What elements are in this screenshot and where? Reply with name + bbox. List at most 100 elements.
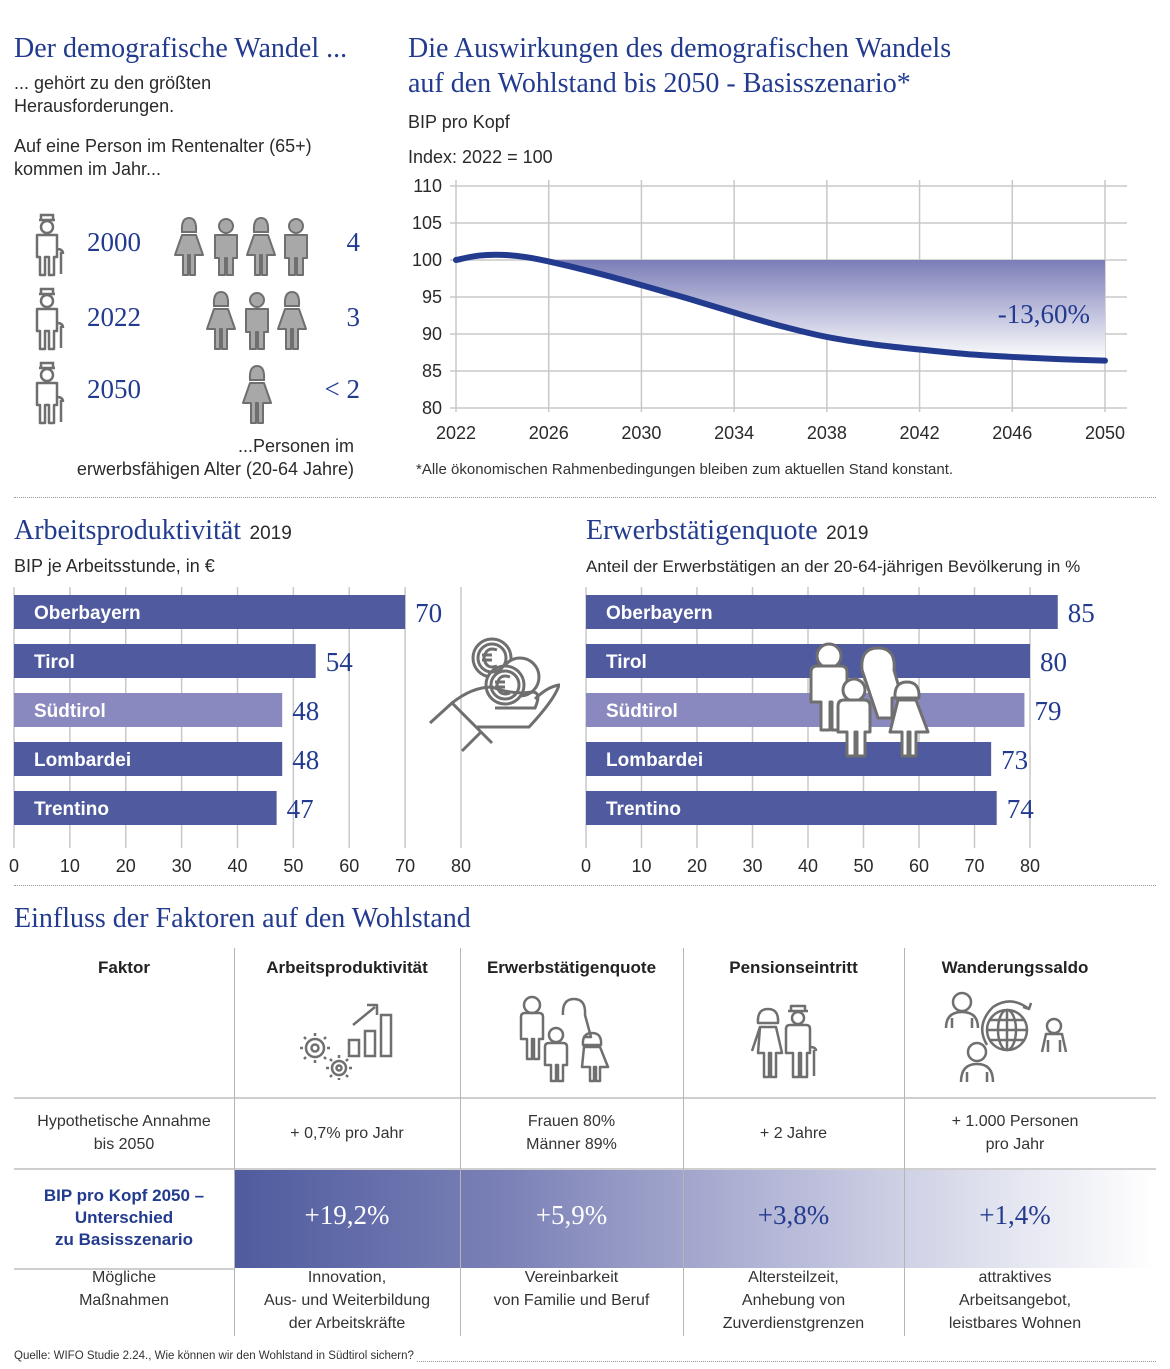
- productivity-subtitle: BIP je Arbeitsstunde, in €: [14, 556, 215, 576]
- assumption-line: Männer 89%: [526, 1136, 617, 1153]
- bar-tirol: [14, 644, 316, 678]
- x-tick-label: 2046: [992, 423, 1032, 443]
- working-age-person-icon: [245, 292, 269, 350]
- demografie-footer-2: erwerbsfähigen Alter (20-64 Jahre): [76, 459, 354, 479]
- year-label: 2022: [87, 302, 141, 332]
- row-divider: [14, 1268, 234, 1270]
- y-tick-label: 95: [422, 287, 442, 307]
- measure-line: Anhebung von: [741, 1292, 846, 1309]
- effect-arbeitsproduktivitaet: +19,2%: [304, 1200, 390, 1230]
- gdp-per-capita-line: [453, 251, 1108, 364]
- measures-row-header: Mögliche Maßnahmen: [14, 1266, 234, 1312]
- bar-südtirol: [14, 693, 283, 727]
- x-tick-label: 50: [283, 856, 303, 875]
- x-tick-label: 0: [9, 856, 19, 875]
- column-divider: [904, 948, 905, 1336]
- x-tick-label: 80: [451, 856, 471, 875]
- bar-label: Tirol: [34, 652, 75, 673]
- x-tick-label: 2042: [900, 423, 940, 443]
- bar-tirol: [586, 644, 1030, 678]
- x-tick-label: 40: [798, 856, 818, 875]
- working-age-person-icon: [246, 217, 276, 276]
- measure-line: Arbeitsangebot,: [958, 1292, 1072, 1309]
- x-tick-label: 2034: [714, 423, 754, 443]
- bar-label: Oberbayern: [34, 603, 141, 624]
- bar-label: Lombardei: [606, 750, 703, 771]
- measures-header-line: Maßnahmen: [79, 1292, 169, 1309]
- employment-title: Erwerbstätigenquote: [586, 515, 818, 546]
- y-tick-label: 90: [422, 324, 442, 344]
- year-label: 2050: [87, 374, 141, 404]
- measure-line: Aus- und Weiterbildung: [263, 1292, 431, 1309]
- header-arbeitsproduktivitaet: Arbeitsproduktivität: [266, 958, 428, 977]
- x-tick-label: 2038: [807, 423, 847, 443]
- x-tick-label: 2030: [621, 423, 661, 443]
- measure-line: attraktives: [978, 1269, 1052, 1286]
- bar-value: 48: [292, 696, 319, 726]
- working-age-person-icon: [277, 291, 307, 350]
- bar-südtirol: [586, 693, 1025, 727]
- measure-line: von Familie und Beruf: [493, 1292, 650, 1309]
- productivity-heading: Arbeitsproduktivität 2019: [14, 515, 292, 547]
- x-tick-label: 40: [227, 856, 247, 875]
- x-tick-label: 50: [853, 856, 873, 875]
- effect-row-header: BIP pro Kopf 2050 – Unterschied zu Basis…: [14, 1185, 234, 1251]
- bar-oberbayern: [14, 595, 406, 629]
- employment-bar-chart: 0 10 20 30 40 50 60 70 80 Oberbayern 85 Tirol 80 Südt…: [581, 587, 1095, 875]
- bar-label: Südtirol: [606, 701, 678, 722]
- x-tick-label: 60: [339, 856, 359, 875]
- assumption-line: + 1.000 Personen: [951, 1113, 1079, 1130]
- measures-wanderungssaldo: attraktives Arbeitsangebot, leistbares W…: [904, 1266, 1126, 1335]
- line-chart-title-2: auf den Wohlstand bis 2050 - Basisszenar…: [408, 68, 911, 99]
- factors-title: Einfluss der Faktoren auf den Wohlstand: [14, 903, 471, 934]
- demografie-intro-2: kommen im Jahr...: [14, 159, 162, 179]
- column-divider: [234, 948, 235, 1336]
- line-chart: 80 85 90 95 100 105 110 2022 2026 2030 2034 2038 204…: [412, 176, 1127, 443]
- x-tick-label: 10: [631, 856, 651, 875]
- effect-erwerbstaetigenquote: +5,9%: [535, 1200, 608, 1230]
- x-tick-label: 2026: [529, 423, 569, 443]
- assumption-row-header: Hypothetische Annahme bis 2050: [14, 1110, 234, 1156]
- x-tick-label: 20: [687, 856, 707, 875]
- productivity-bar-chart: 0 10 20 30 40 50 60 70 80 Oberbayern 70 Tirol 54 Südt…: [9, 587, 471, 875]
- row-divider: [14, 1097, 1156, 1099]
- x-tick-label: 20: [116, 856, 136, 875]
- x-tick-label: 60: [909, 856, 929, 875]
- measure-line: leistbares Wohnen: [948, 1315, 1082, 1332]
- bar-value: 70: [415, 598, 442, 628]
- measures-erwerbstaetigenquote: Vereinbarkeit von Familie und Beruf: [460, 1266, 683, 1312]
- working-age-person-icon: [214, 218, 238, 276]
- employment-heading: Erwerbstätigenquote 2019: [586, 515, 868, 547]
- bar-value: 79: [1034, 696, 1061, 726]
- line-chart-ylabel: Index: 2022 = 100: [408, 147, 553, 167]
- bar-oberbayern: [586, 595, 1058, 629]
- row-2050: 2050 < 2: [35, 361, 360, 425]
- ratio-value: 4: [347, 227, 361, 257]
- migration-globe-icon: [944, 991, 1068, 1083]
- x-tick-label: 0: [581, 856, 591, 875]
- column-divider: [683, 948, 684, 1336]
- row-2022: 2022 3: [35, 287, 360, 351]
- working-age-person-icon: [284, 218, 308, 276]
- y-tick-label: 100: [412, 250, 442, 270]
- family-icon: [519, 995, 610, 1083]
- working-age-person-icon: [242, 365, 272, 424]
- effect-header-line: Unterschied: [74, 1208, 174, 1227]
- assumption-line: pro Jahr: [985, 1136, 1045, 1153]
- y-tick-label: 110: [413, 176, 442, 196]
- row-divider: [14, 1168, 1156, 1170]
- x-tick-label: 30: [742, 856, 762, 875]
- divider: [14, 885, 1156, 886]
- demografie-pictogram: 2000 4 2022 3 2050 < 2: [35, 213, 361, 425]
- x-tick-label: 70: [395, 856, 415, 875]
- measures-pensionseintritt: Altersteilzeit, Anhebung von Zuverdienst…: [683, 1266, 904, 1335]
- effect-wanderungssaldo: +1,4%: [979, 1200, 1051, 1230]
- bar-label: Oberbayern: [606, 603, 713, 624]
- header-pensionseintritt: Pensionseintritt: [729, 958, 858, 977]
- bar-value: 48: [292, 745, 319, 775]
- year-label: 2000: [87, 227, 141, 257]
- measure-line: Vereinbarkeit: [524, 1269, 619, 1286]
- effect-pensionseintritt: +3,8%: [757, 1200, 830, 1230]
- assumption-arbeitsproduktivitaet: + 0,7% pro Jahr: [290, 1125, 404, 1142]
- assumption-header-line: Hypothetische Annahme: [37, 1113, 211, 1130]
